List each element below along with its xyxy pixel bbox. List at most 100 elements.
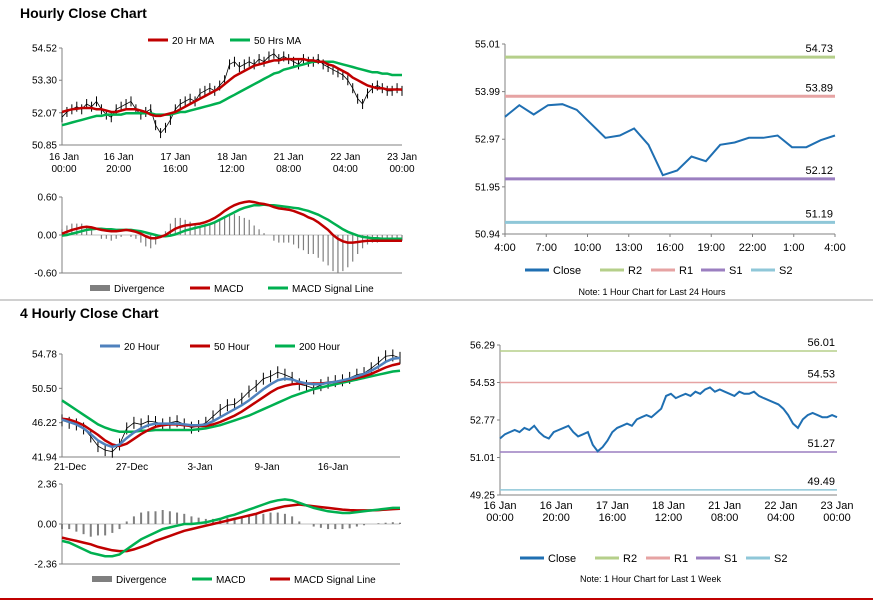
y-tick-label: 54.78: [32, 350, 57, 361]
x-tick-label: 17 Jan: [160, 152, 190, 163]
x-tick-label: 08:00: [276, 164, 301, 175]
level-label-r1: 54.53: [807, 369, 835, 381]
x-tick-label: 22 Jan: [764, 500, 797, 512]
x-tick-label: 22 Jan: [330, 152, 360, 163]
hourly-macd-legend: Divergence MACD MACD Signal Line: [90, 284, 374, 295]
hourly-macd-chart: 0.60 0.00 -0.60 Divergence MACD MACD Signal L…: [34, 193, 403, 295]
legend-close-label: Close: [548, 553, 576, 565]
ma50-line: [61, 60, 402, 127]
x-tick-label: 16-Jan: [318, 462, 349, 473]
x-tick-label: 18 Jan: [217, 152, 247, 163]
price-line: [61, 53, 403, 134]
level-label-r1: 53.89: [805, 82, 833, 94]
level-label-s1: 51.27: [807, 438, 835, 450]
y-tick-label: 2.36: [38, 480, 58, 491]
y-tick-label: 53.99: [475, 87, 500, 98]
hourly-section-title: Hourly Close Chart: [20, 5, 147, 21]
x-tick-label: 00:00: [823, 512, 851, 524]
x-tick-label: 04:00: [767, 512, 795, 524]
y-tick-label: 52.77: [470, 416, 495, 427]
level-label-s2: 49.49: [807, 476, 835, 488]
price-line: [61, 354, 401, 453]
close-line: [499, 386, 838, 453]
legend-macd-signal-label: MACD Signal Line: [292, 284, 374, 295]
x-tick-label: 20:00: [542, 512, 570, 524]
level-lines: 54.73 53.89 52.12 51.19: [505, 43, 835, 224]
price-series: [61, 48, 403, 139]
legend-divergence-label: Divergence: [114, 284, 165, 295]
y-tick-label: 51.95: [475, 182, 500, 193]
y-tick-label: 54.53: [470, 378, 495, 389]
legend-r1-label: R1: [679, 265, 693, 277]
macd-line: [61, 498, 400, 558]
chart-note: Note: 1 Hour Chart for Last 1 Week: [580, 574, 721, 584]
legend-macd-signal-label: MACD Signal Line: [294, 575, 376, 586]
x-tick-label: 16:00: [656, 242, 684, 254]
four-hourly-section-title: 4 Hourly Close Chart: [20, 305, 159, 321]
x-tick-label: 21 Jan: [708, 500, 741, 512]
legend-macd-label: MACD: [214, 284, 243, 295]
level-label-r2: 54.73: [805, 43, 833, 55]
y-tick-label: 50.85: [32, 141, 57, 152]
y-tick-label: 56.29: [470, 341, 495, 352]
four-hourly-price-chart: 54.78 50.50 46.22 41.94 20 Hour 50 Hour 200 Ho…: [32, 342, 401, 473]
x-tick-label: 23 Jan: [387, 152, 417, 163]
x-tick-label: 00:00: [486, 512, 514, 524]
legend-20-hour-label: 20 Hour: [124, 342, 160, 353]
legend-200-hour-label: 200 Hour: [299, 342, 341, 353]
macd-line: [61, 200, 402, 244]
x-tick-label: 9-Jan: [254, 462, 279, 473]
y-tick-label: 0.00: [38, 520, 58, 531]
four-hourly-macd-legend: Divergence MACD MACD Signal Line: [92, 575, 376, 586]
legend-close-label: Close: [553, 265, 581, 277]
level-lines: 56.01 54.53 51.27 49.49: [500, 337, 837, 491]
price-series: [61, 349, 401, 458]
hourly-price-legend: 20 Hr MA 50 Hrs MA: [148, 36, 302, 47]
y-tick-label: 0.60: [38, 193, 58, 204]
x-tick-label: 00:00: [51, 164, 76, 175]
x-tick-label: 12:00: [219, 164, 244, 175]
x-tick-label: 16:00: [163, 164, 188, 175]
x-tick-label: 16:00: [599, 512, 627, 524]
x-tick-label: 16 Jan: [540, 500, 573, 512]
legend-s2-label: S2: [779, 265, 792, 277]
x-tick-label: 12:00: [655, 512, 683, 524]
level-label-s1: 52.12: [805, 165, 833, 177]
hour20-line: [61, 356, 401, 449]
x-tick-label: 08:00: [711, 512, 739, 524]
y-tick-label: 52.07: [32, 108, 57, 119]
four-hourly-legend: 20 Hour 50 Hour 200 Hour: [100, 342, 341, 353]
y-tick-label: 49.25: [470, 491, 495, 502]
legend-r1-label: R1: [674, 553, 688, 565]
x-tick-label: 16 Jan: [104, 152, 134, 163]
legend-divergence-swatch: [90, 285, 110, 291]
macd-signal-line: [61, 203, 402, 241]
legend-50-hour-label: 50 Hour: [214, 342, 250, 353]
x-tick-label: 00:00: [389, 164, 414, 175]
hour200-line: [61, 369, 401, 433]
y-tick-label: 41.94: [32, 453, 57, 464]
y-tick-label: 50.50: [32, 384, 57, 395]
hourly-levels-chart: 55.01 53.99 52.97 51.95 50.94 54.73 53.89 52.12…: [475, 40, 846, 298]
legend-s2-label: S2: [774, 553, 787, 565]
legend-50hrs-ma-label: 50 Hrs MA: [254, 36, 302, 47]
y-tick-label: 53.30: [32, 76, 57, 87]
legend-divergence-swatch: [92, 576, 112, 582]
legend-macd-label: MACD: [216, 575, 245, 586]
x-tick-label: 20:00: [106, 164, 131, 175]
x-tick-label: 17 Jan: [596, 500, 629, 512]
legend-s1-label: S1: [729, 265, 742, 277]
x-tick-label: 22:00: [739, 242, 767, 254]
level-label-s2: 51.19: [805, 208, 833, 220]
legend-r2-label: R2: [623, 553, 637, 565]
x-tick-label: 10:00: [574, 242, 602, 254]
level-label-r2: 56.01: [807, 337, 835, 349]
x-tick-label: 4:00: [494, 242, 515, 254]
x-tick-label: 3-Jan: [187, 462, 212, 473]
x-tick-label: 7:00: [536, 242, 557, 254]
ma20-line: [61, 57, 402, 118]
close-line: [504, 103, 836, 177]
four-hourly-macd-chart: 2.36 0.00 -2.36 Divergence MACD MACD Signal L…: [34, 480, 401, 586]
y-tick-label: 54.52: [32, 44, 57, 55]
